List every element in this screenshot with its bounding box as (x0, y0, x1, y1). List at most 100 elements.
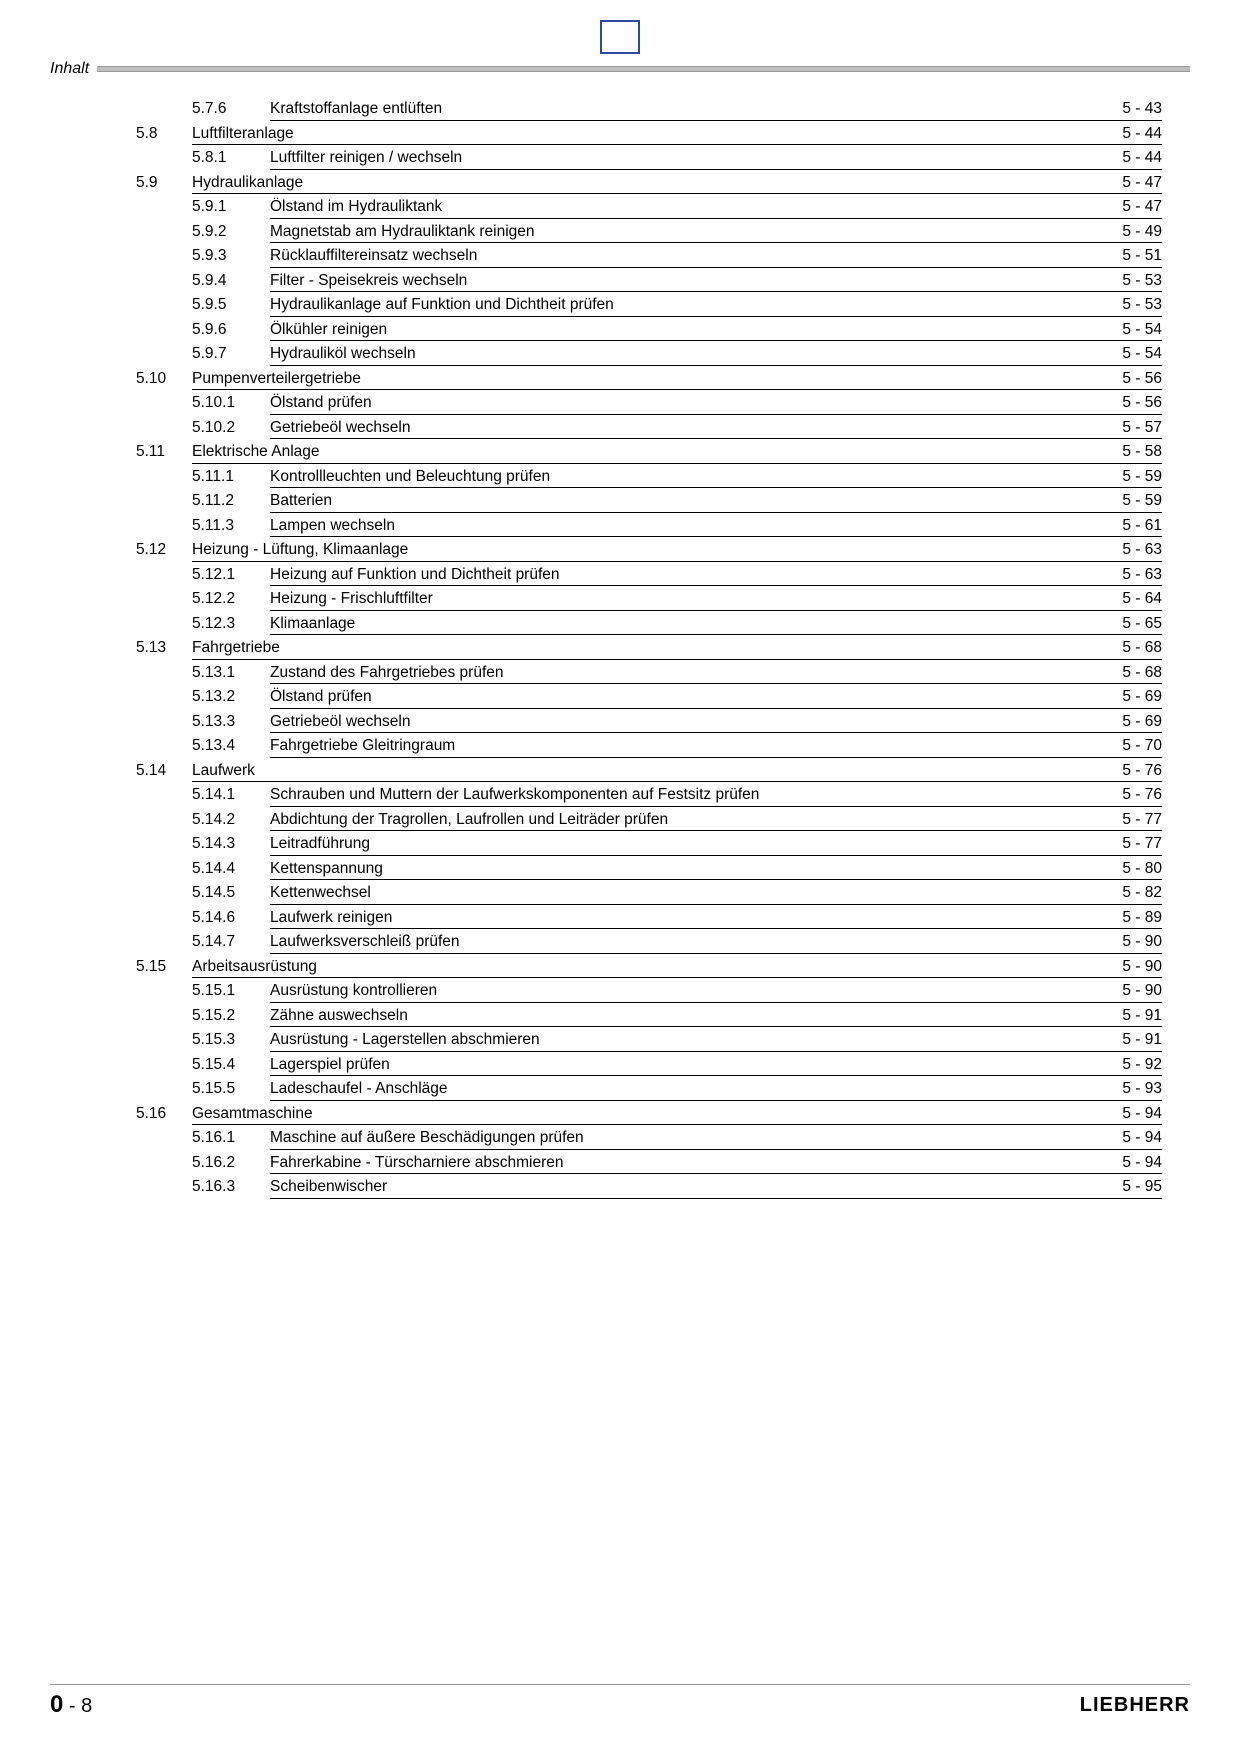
toc-row: 5.9.4Filter - Speisekreis wechseln5 - 53 (136, 268, 1162, 293)
toc-section-number: 5.13 (136, 640, 192, 656)
toc-title: Klimaanlage (270, 616, 1100, 632)
toc-subsection-number: 5.16.2 (192, 1155, 270, 1171)
toc-title: Luftfilteranlage (192, 126, 1100, 142)
toc-row: 5.12.2Heizung - Frischluftfilter5 - 64 (136, 586, 1162, 611)
toc-subsection-number: 5.9.7 (192, 346, 270, 362)
toc-page: 5 - 49 (1100, 224, 1162, 240)
toc-title: Ladeschaufel - Anschläge (270, 1081, 1100, 1097)
toc-page: 5 - 76 (1100, 787, 1162, 803)
toc-page: 5 - 54 (1100, 322, 1162, 338)
toc-page: 5 - 92 (1100, 1057, 1162, 1073)
toc-row: 5.15Arbeitsausrüstung5 - 90 (136, 954, 1162, 979)
toc-page: 5 - 58 (1100, 444, 1162, 460)
toc-title: Fahrgetriebe Gleitringraum (270, 738, 1100, 754)
toc-subsection-number: 5.9.3 (192, 248, 270, 264)
toc-row: 5.8Luftfilteranlage5 - 44 (136, 121, 1162, 146)
toc-title: Ausrüstung - Lagerstellen abschmieren (270, 1032, 1100, 1048)
toc-row: 5.10.2Getriebeöl wechseln5 - 57 (136, 415, 1162, 440)
toc-subsection-number: 5.16.1 (192, 1130, 270, 1146)
toc-row: 5.15.5Ladeschaufel - Anschläge5 - 93 (136, 1076, 1162, 1101)
toc-row: 5.14.3Leitradführung5 - 77 (136, 831, 1162, 856)
toc-subsection-number: 5.14.2 (192, 812, 270, 828)
toc-row: 5.16.2Fahrerkabine - Türscharniere absch… (136, 1150, 1162, 1175)
toc-page: 5 - 59 (1100, 469, 1162, 485)
toc-page: 5 - 44 (1100, 126, 1162, 142)
toc-subsection-number: 5.15.1 (192, 983, 270, 999)
toc-subsection-number: 5.11.3 (192, 518, 270, 534)
toc-title: Laufwerk (192, 763, 1100, 779)
toc-page: 5 - 89 (1100, 910, 1162, 926)
toc-row: 5.13.1Zustand des Fahrgetriebes prüfen5 … (136, 660, 1162, 685)
toc-subsection-number: 5.13.1 (192, 665, 270, 681)
top-marker-box (600, 20, 640, 54)
toc-page: 5 - 59 (1100, 493, 1162, 509)
toc-row: 5.11.2Batterien5 - 59 (136, 488, 1162, 513)
toc-title: Lagerspiel prüfen (270, 1057, 1100, 1073)
toc-title: Filter - Speisekreis wechseln (270, 273, 1100, 289)
toc-row: 5.15.4Lagerspiel prüfen5 - 92 (136, 1052, 1162, 1077)
toc-subsection-number: 5.14.4 (192, 861, 270, 877)
toc-title: Laufwerksverschleiß prüfen (270, 934, 1100, 950)
toc-page: 5 - 61 (1100, 518, 1162, 534)
toc-subsection-number: 5.14.7 (192, 934, 270, 950)
toc-subsection-number: 5.8.1 (192, 150, 270, 166)
toc-row: 5.15.1Ausrüstung kontrollieren5 - 90 (136, 978, 1162, 1003)
toc-page: 5 - 69 (1100, 714, 1162, 730)
toc-section-number: 5.10 (136, 371, 192, 387)
toc-row: 5.9.3Rücklauffiltereinsatz wechseln5 - 5… (136, 243, 1162, 268)
toc-row: 5.9.5Hydraulikanlage auf Funktion und Di… (136, 292, 1162, 317)
toc-page: 5 - 54 (1100, 346, 1162, 362)
toc-page: 5 - 93 (1100, 1081, 1162, 1097)
toc-row: 5.14.7Laufwerksverschleiß prüfen5 - 90 (136, 929, 1162, 954)
toc-page: 5 - 77 (1100, 812, 1162, 828)
toc-page: 5 - 47 (1100, 175, 1162, 191)
page-no: 8 (81, 1695, 92, 1717)
page-sep: - (63, 1695, 81, 1717)
toc-title: Ölstand prüfen (270, 395, 1100, 411)
toc-title: Lampen wechseln (270, 518, 1100, 534)
toc-subsection-number: 5.12.3 (192, 616, 270, 632)
toc-title: Hydrauliköl wechseln (270, 346, 1100, 362)
toc-subsection-number: 5.15.3 (192, 1032, 270, 1048)
toc-page: 5 - 51 (1100, 248, 1162, 264)
page-header: Inhalt (50, 60, 1190, 78)
toc-title: Zähne auswechseln (270, 1008, 1100, 1024)
toc-subsection-number: 5.15.2 (192, 1008, 270, 1024)
toc-row: 5.12Heizung - Lüftung, Klimaanlage5 - 63 (136, 537, 1162, 562)
toc-subsection-number: 5.15.4 (192, 1057, 270, 1073)
toc-title: Arbeitsausrüstung (192, 959, 1100, 975)
toc-section-number: 5.16 (136, 1106, 192, 1122)
toc-row: 5.7.6Kraftstoffanlage entlüften5 - 43 (136, 96, 1162, 121)
toc-title: Gesamtmaschine (192, 1106, 1100, 1122)
toc-subsection-number: 5.9.6 (192, 322, 270, 338)
toc-section-number: 5.8 (136, 126, 192, 142)
toc-title: Heizung - Frischluftfilter (270, 591, 1100, 607)
page-footer: 0 - 8 LIEBHERR (50, 1684, 1190, 1719)
toc-subsection-number: 5.14.5 (192, 885, 270, 901)
toc-title: Hydraulikanlage auf Funktion und Dichthe… (270, 297, 1100, 313)
toc-title: Batterien (270, 493, 1100, 509)
toc-page: 5 - 43 (1100, 101, 1162, 117)
toc-section-number: 5.11 (136, 444, 192, 460)
toc-subsection-number: 5.12.1 (192, 567, 270, 583)
toc-row: 5.16.3Scheibenwischer5 - 95 (136, 1174, 1162, 1199)
toc-subsection-number: 5.13.3 (192, 714, 270, 730)
brand-logo: LIEBHERR (1080, 1694, 1190, 1717)
toc-page: 5 - 76 (1100, 763, 1162, 779)
toc-row: 5.13.4Fahrgetriebe Gleitringraum5 - 70 (136, 733, 1162, 758)
toc-title: Getriebeöl wechseln (270, 420, 1100, 436)
toc-row: 5.14.4Kettenspannung5 - 80 (136, 856, 1162, 881)
toc-page: 5 - 94 (1100, 1155, 1162, 1171)
toc-page: 5 - 77 (1100, 836, 1162, 852)
toc-page: 5 - 68 (1100, 665, 1162, 681)
toc-row: 5.16.1Maschine auf äußere Beschädigungen… (136, 1125, 1162, 1150)
toc-row: 5.10Pumpenverteilergetriebe5 - 56 (136, 366, 1162, 391)
toc-section-number: 5.12 (136, 542, 192, 558)
toc-title: Pumpenverteilergetriebe (192, 371, 1100, 387)
toc-page: 5 - 95 (1100, 1179, 1162, 1195)
toc-title: Kettenwechsel (270, 885, 1100, 901)
toc-title: Laufwerk reinigen (270, 910, 1100, 926)
toc-row: 5.14Laufwerk5 - 76 (136, 758, 1162, 783)
toc-page: 5 - 44 (1100, 150, 1162, 166)
toc-row: 5.14.2Abdichtung der Tragrollen, Laufrol… (136, 807, 1162, 832)
